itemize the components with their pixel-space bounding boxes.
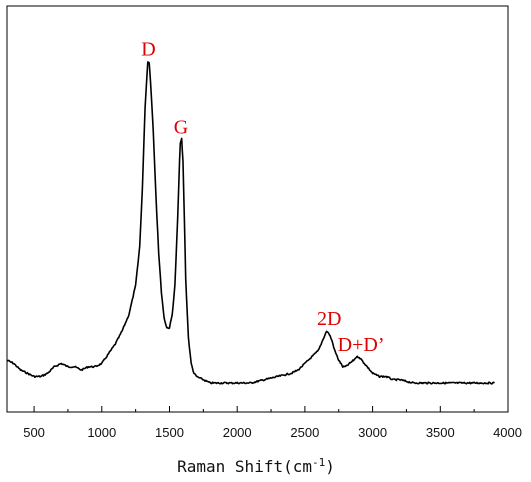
plot-frame [6, 5, 509, 413]
x-tick-label: 1500 [155, 425, 184, 440]
x-axis-tick-labels: 500 1000 1500 2000 2500 3000 3500 4000 [23, 425, 522, 440]
x-axis-title: Raman Shift(cm-1) [177, 456, 335, 476]
peak-label: D [141, 38, 155, 60]
x-tick-label: 3500 [426, 425, 455, 440]
x-axis-ticks [33, 406, 509, 412]
series-line [6, 61, 496, 385]
peak-label: 2D [317, 308, 341, 330]
x-tick-label: 4000 [493, 425, 522, 440]
x-axis-title-superscript: -1 [312, 456, 325, 469]
peak-annotations: D G 2D D+D’ [141, 38, 384, 356]
x-tick-label: 2000 [223, 425, 252, 440]
x-axis-title-main: Raman Shift(cm [177, 457, 312, 476]
peak-label: D+D’ [338, 334, 385, 356]
peak-label: G [174, 116, 188, 138]
x-axis-title-close: ) [325, 457, 335, 476]
x-tick-label: 2500 [290, 425, 319, 440]
x-tick-label: 3000 [358, 425, 387, 440]
x-tick-label: 500 [23, 425, 45, 440]
x-tick-label: 1000 [87, 425, 116, 440]
